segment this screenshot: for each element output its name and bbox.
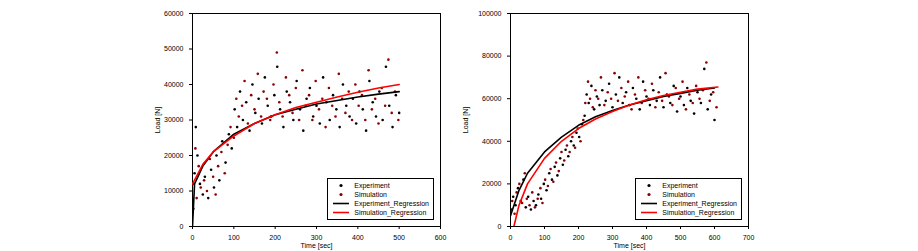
svg-text:30000: 30000 — [164, 116, 184, 123]
svg-text:50000: 50000 — [164, 45, 184, 52]
svg-text:0: 0 — [509, 234, 513, 241]
svg-text:200: 200 — [573, 234, 585, 241]
html-text:Experiment_Regression: Experiment_Regression — [354, 200, 429, 207]
svg-text:100: 100 — [539, 234, 551, 241]
svg-text:0: 0 — [498, 223, 502, 230]
html-text:Simulation_Regression: Simulation_Regression — [354, 209, 427, 216]
svg-text:Load [N]: Load [N] — [154, 107, 162, 134]
svg-text:0: 0 — [191, 234, 195, 241]
html-text:Experiment_Regression: Experiment_Regression — [662, 200, 737, 207]
svg-text:40000: 40000 — [164, 81, 184, 88]
svg-text:700: 700 — [743, 234, 755, 241]
html-text:Simulation_Regression: Simulation_Regression — [662, 209, 735, 216]
svg-text:600: 600 — [709, 234, 721, 241]
svg-text:80000: 80000 — [482, 52, 502, 59]
svg-text:60000: 60000 — [164, 10, 184, 17]
html-text:Experiment: Experiment — [354, 182, 390, 189]
svg-text:600: 600 — [435, 234, 447, 241]
svg-text:100: 100 — [228, 234, 240, 241]
html-text:Simulation: Simulation — [354, 191, 387, 198]
svg-text:60000: 60000 — [482, 95, 502, 102]
svg-text:400: 400 — [352, 234, 364, 241]
svg-text:20000: 20000 — [164, 152, 184, 159]
svg-text:40000: 40000 — [482, 138, 502, 145]
svg-text:Load [N]: Load [N] — [462, 107, 470, 134]
svg-text:10000: 10000 — [164, 187, 184, 194]
svg-text:300: 300 — [311, 234, 323, 241]
svg-text:500: 500 — [393, 234, 405, 241]
svg-text:400: 400 — [641, 234, 653, 241]
html-text:Simulation: Simulation — [662, 191, 695, 198]
svg-text:300: 300 — [607, 234, 619, 241]
svg-text:Time [sec]: Time [sec] — [300, 242, 332, 250]
svg-text:0: 0 — [180, 223, 184, 230]
svg-text:20000: 20000 — [482, 180, 502, 187]
html-text:Experiment: Experiment — [662, 182, 698, 189]
svg-text:500: 500 — [675, 234, 687, 241]
svg-text:100000: 100000 — [478, 10, 501, 17]
svg-text:200: 200 — [269, 234, 281, 241]
svg-text:Time [sec]: Time [sec] — [613, 242, 645, 250]
